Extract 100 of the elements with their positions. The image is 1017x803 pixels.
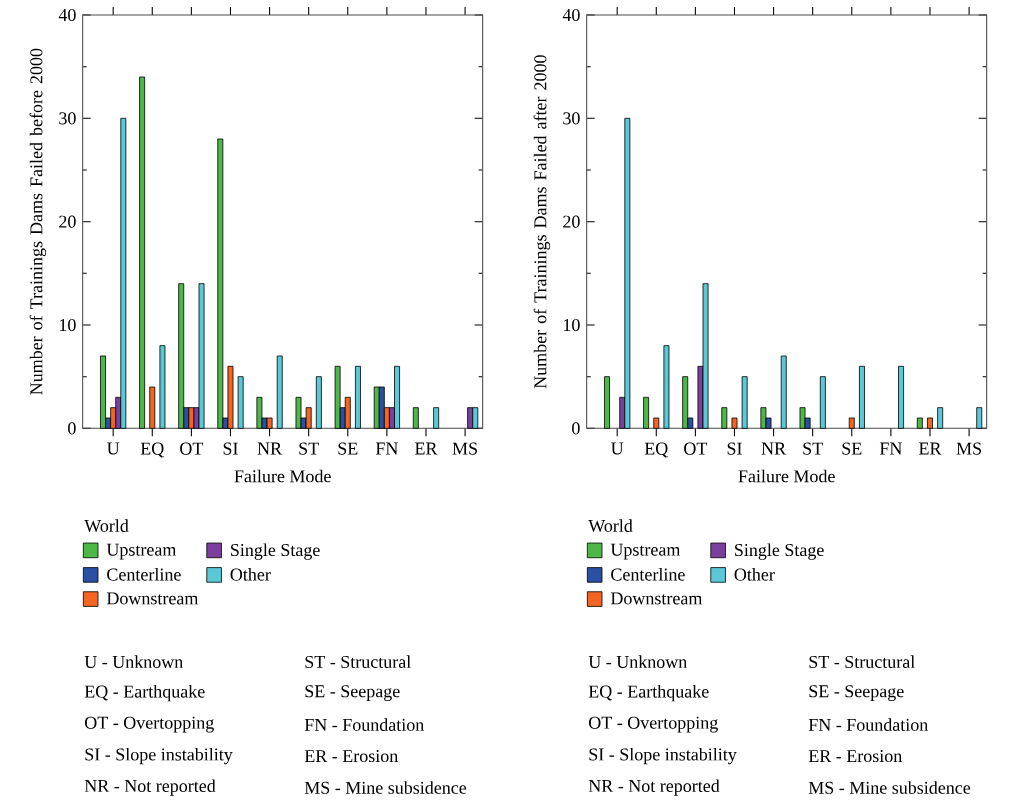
- legend-label: Centerline: [611, 567, 685, 581]
- text: OT - Overtopping: [589, 716, 718, 733]
- y-tick-label: 10: [564, 318, 580, 332]
- x-tick-label: ER: [415, 442, 438, 455]
- x-tick-label: U: [611, 442, 624, 455]
- bar: [937, 407, 944, 429]
- text: SE - Seepage: [305, 685, 400, 702]
- legend-label: Upstream: [610, 543, 681, 560]
- bar: [927, 417, 933, 429]
- bar: [643, 396, 650, 429]
- x-tick-label: EQ: [140, 442, 164, 458]
- text: SE - Seepage: [809, 685, 904, 702]
- text: FN - Foundation: [808, 718, 928, 731]
- text: SI - Slope instability: [589, 747, 737, 765]
- bar: [682, 376, 689, 429]
- bar: [344, 396, 351, 429]
- text: SI - Slope instability: [85, 747, 233, 765]
- y-tick-label: 0: [572, 422, 580, 435]
- bar: [378, 386, 385, 429]
- text: NR - Not reported: [588, 779, 720, 796]
- bar: [848, 417, 855, 429]
- text: ST - Structural: [809, 655, 915, 668]
- bar: [916, 417, 923, 429]
- y-tick-label: 10: [59, 318, 76, 332]
- text: EQ - Earthquake: [84, 684, 205, 702]
- bar: [721, 407, 728, 429]
- text: U - Unknown: [588, 655, 687, 668]
- legend-label: Other: [734, 567, 775, 581]
- x-tick-label: SI: [727, 442, 742, 455]
- bar: [149, 386, 156, 429]
- bar: [159, 345, 166, 429]
- x-tick-label: ER: [919, 442, 942, 455]
- x-tick-label: SI: [223, 442, 238, 455]
- legend-label: Single Stage: [231, 543, 320, 560]
- x-tick-label: MS: [956, 442, 981, 455]
- bar: [355, 365, 361, 429]
- x-tick-label: OT: [180, 442, 204, 455]
- bar: [859, 365, 865, 429]
- x-tick-label: SE: [338, 442, 358, 455]
- y-tick-label: 20: [563, 215, 580, 228]
- x-tick-label: MS: [452, 442, 477, 455]
- text: NR - Not reported: [84, 779, 216, 796]
- legend-label: Other: [230, 567, 271, 581]
- y-tick-label: 30: [563, 112, 580, 125]
- bar: [433, 407, 440, 429]
- x-tick-label: FN: [375, 442, 398, 455]
- text: MS - Mine subsidence: [304, 781, 467, 794]
- bar: [100, 355, 106, 429]
- text: FN - Foundation: [304, 718, 424, 731]
- x-tick-label: U: [107, 442, 120, 455]
- bar: [295, 396, 302, 429]
- bar: [217, 138, 224, 429]
- bar: [819, 376, 826, 429]
- text: ER - Erosion: [304, 750, 398, 763]
- bar: [976, 407, 983, 429]
- text: ER - Erosion: [808, 750, 902, 763]
- x-axis-title: Failure Mode: [738, 469, 835, 483]
- bar: [412, 407, 419, 429]
- text: ST - Structural: [305, 655, 411, 668]
- bar: [334, 365, 341, 429]
- x-tick-label: ST: [299, 442, 319, 455]
- bar: [178, 283, 185, 429]
- y-axis-title: Number of Trainings Dams Failed after 2000: [533, 55, 551, 389]
- bar: [256, 396, 263, 429]
- text: MS - Mine subsidence: [808, 781, 971, 794]
- legend-label: Downstream: [106, 592, 199, 605]
- bar: [898, 365, 904, 429]
- text: U - Unknown: [84, 655, 183, 668]
- bar: [780, 355, 787, 429]
- x-axis-title: Failure Mode: [234, 469, 331, 483]
- x-tick-label: ST: [803, 442, 823, 455]
- x-tick-label: FN: [879, 442, 902, 455]
- y-tick-label: 0: [68, 422, 76, 435]
- bar: [653, 417, 660, 429]
- y-tick-label: 40: [562, 8, 580, 22]
- bar: [315, 376, 322, 429]
- y-axis-title: Number of Trainings Dams Failed before 2000: [29, 48, 47, 395]
- legend-title: World: [84, 519, 129, 533]
- legend-label: Upstream: [106, 543, 177, 560]
- legend-label: Downstream: [610, 592, 703, 605]
- bar: [731, 417, 738, 429]
- y-tick-label: 20: [59, 215, 76, 228]
- bar: [663, 345, 670, 429]
- text: OT - Overtopping: [85, 716, 214, 733]
- x-tick-label: NR: [761, 442, 787, 455]
- legend-label: Centerline: [107, 567, 181, 581]
- text: EQ - Earthquake: [588, 684, 709, 702]
- bar: [139, 76, 146, 429]
- y-tick-label: 30: [59, 112, 76, 125]
- x-tick-label: SE: [842, 442, 862, 455]
- bar: [604, 376, 610, 429]
- legend-label: Single Stage: [735, 543, 824, 560]
- x-tick-label: OT: [684, 442, 708, 455]
- x-tick-label: NR: [257, 442, 283, 455]
- bar: [276, 355, 283, 429]
- bar: [237, 376, 244, 429]
- bar: [741, 376, 748, 429]
- x-tick-label: EQ: [644, 442, 668, 458]
- y-tick-label: 40: [58, 8, 76, 22]
- legend-title: World: [588, 519, 633, 533]
